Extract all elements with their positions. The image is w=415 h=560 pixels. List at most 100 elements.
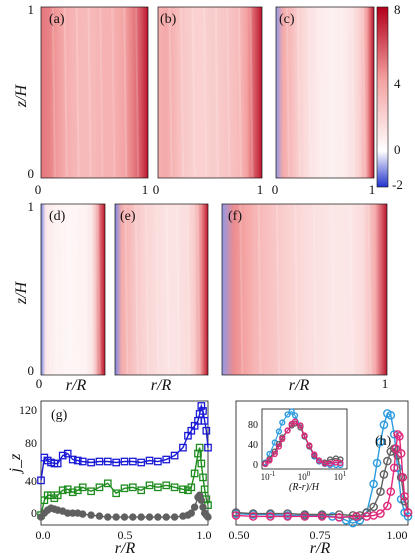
heatmap-streak [294,204,299,375]
plot-g-y-tick-120: 120 [19,403,37,417]
g-series-point-green [103,479,112,488]
g-series-point-blue [103,457,112,466]
heatmap-streak [196,204,201,375]
x-tick-d-0: 0 [36,376,43,391]
h-series-point-gray [266,509,275,518]
g-series-point-gray [187,509,196,517]
heatmap-streak [362,7,367,178]
h-series-point-magenta [283,512,292,521]
g-series-point-blue [78,457,87,466]
inset-series-point-magenta [301,432,308,439]
g-series-point-gray [137,513,145,521]
heatmap-streak [135,7,140,178]
colorbar: 8 4 0 -2 [376,2,403,192]
heatmap-streak [145,204,149,375]
h-series-point-magenta [300,512,310,521]
plot-g-y-tick-40: 40 [25,474,37,488]
plot-h-frame [235,400,409,526]
heatmap-streak [155,204,160,375]
y-tick-top-1: 1 [28,2,35,17]
h-series-point-magenta [395,431,404,441]
g-series-point-green [195,443,204,452]
plot-h-label: (h) [375,434,392,449]
inset-x-tick-2: 100 [298,470,311,482]
heatmap-streak [349,204,354,375]
g-series-point-gray [112,513,120,521]
g-series-point-gray [120,513,129,521]
heatmap-streak [99,7,104,178]
g-series-point-blue [73,456,82,465]
heatmap-streak [257,204,262,375]
heatmap-streak [89,204,94,375]
h-series-point-gray [369,502,378,512]
heatmap-streak [214,7,219,178]
panel-label-d: (d) [49,209,66,224]
y-tick-mid-0: 0 [28,363,35,378]
heatmap-streak [285,7,290,178]
g-series-point-blue [87,458,95,467]
h-series-point-magenta [393,430,402,439]
plot-g-y-tick-0: 0 [31,506,37,520]
heatmap-streak [75,7,80,178]
heatmap-streak [61,204,66,375]
x-tick-a-1: 1 [142,182,149,197]
g-series-point-blue [162,455,171,464]
x-axis-label-f: r/R [289,377,310,394]
plot-h: (h) 0.50 0.75 1.00 r/R 0 40 80 10-1 100 … [229,400,413,557]
x-tick-f-1: 1 [382,376,389,391]
g-series-point-green [78,483,87,492]
inset-series-point-magenta [284,427,291,434]
inset-series-point-gray [337,456,344,463]
h-series-point-light_blue [386,411,396,420]
heatmap-streak [87,7,92,178]
inset-series-point-magenta [291,418,299,425]
heatmap-streak [340,7,345,178]
inset-series-point-light_blue [275,428,283,435]
inset-series-point-light_blue [291,412,299,419]
g-series-point-gray [79,510,87,518]
panel-label-b: (b) [160,12,177,27]
h-series-point-magenta [376,509,385,518]
g-series-point-blue [68,455,77,464]
heatmap-streak [276,204,280,375]
g-series-point-gray [87,511,95,519]
h-series-point-gray [383,456,392,466]
colorbar-tick-0: 0 [394,142,401,157]
g-series-point-green [87,487,95,496]
g-series-point-blue [137,458,146,467]
inset-series-point-gray [326,456,334,463]
h-series-point-magenta [248,512,258,521]
h-series-point-light_blue [376,437,385,447]
x-tick-b-0: 0 [153,182,160,197]
h-series-point-gray [376,487,385,496]
colorbar-tick-4: 4 [394,76,401,91]
h-series-line-magenta [235,432,409,519]
g-series-point-green [190,469,199,478]
h-series-point-magenta [317,512,327,521]
h-series-point-magenta [403,508,413,517]
h-series-point-magenta [352,512,361,521]
heatmap-streak [249,7,254,178]
h-series-point-magenta [400,492,409,501]
g-series-point-blue [53,459,62,468]
heatmap-streak [47,204,52,375]
h-series-point-light_blue [379,420,389,430]
inset-series-point-light_blue [284,411,291,418]
plot-g-x-tick-1: 1.0 [197,528,212,542]
h-series-point-gray [283,509,292,518]
g-series-point-green [154,483,162,492]
heatmap-panels [40,6,388,376]
inset-series-point-magenta [311,451,318,458]
inset-series-point-magenta [306,442,313,449]
heatmap-streak [318,7,323,178]
plot-g: (g) 0 40 80 120 0.0 0.5 1.0 r/R j_z [7,400,212,557]
heatmap-streak [134,204,139,375]
heatmap-streak [96,204,101,375]
heatmap-panel-f [221,203,388,376]
heatmap-streak [63,7,68,178]
g-series-point-blue [95,457,104,466]
g-series-point-gray [129,513,137,521]
x-axis-label-d: r/R [66,377,87,394]
h-series-point-light_blue [403,512,413,521]
